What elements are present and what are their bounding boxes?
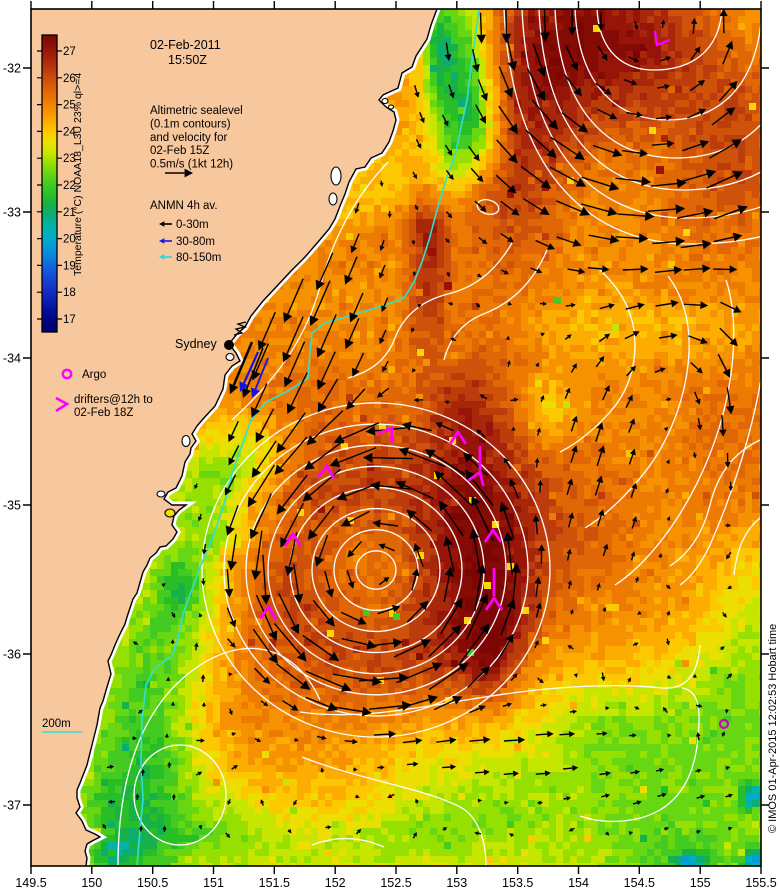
svg-text:-35: -35 <box>3 499 21 513</box>
svg-text:02-Feb 15Z: 02-Feb 15Z <box>150 145 209 157</box>
svg-text:151.5: 151.5 <box>259 876 290 890</box>
svg-text:-36: -36 <box>3 648 21 662</box>
svg-text:Argo: Argo <box>82 369 106 381</box>
svg-text:150: 150 <box>81 876 102 890</box>
svg-text:20: 20 <box>63 234 76 246</box>
svg-text:30-80m: 30-80m <box>176 236 215 248</box>
svg-text:-37: -37 <box>3 799 21 813</box>
svg-text:15:50Z: 15:50Z <box>168 53 207 67</box>
svg-text:24: 24 <box>63 126 76 138</box>
svg-text:18: 18 <box>63 287 76 299</box>
svg-text:26: 26 <box>63 73 76 85</box>
svg-text:0-30m: 0-30m <box>176 219 209 231</box>
svg-text:149.5: 149.5 <box>15 876 46 890</box>
svg-text:ANMN 4h av.: ANMN 4h av. <box>150 200 218 212</box>
svg-text:Sydney: Sydney <box>175 337 217 351</box>
svg-text:-34: -34 <box>3 352 21 366</box>
svg-text:19: 19 <box>63 260 76 272</box>
svg-text:-33: -33 <box>3 206 21 220</box>
svg-text:200m: 200m <box>42 718 71 730</box>
svg-text:0.5m/s (1kt 12h): 0.5m/s (1kt 12h) <box>150 159 233 171</box>
svg-text:21: 21 <box>63 207 76 219</box>
svg-text:02-Feb 18Z: 02-Feb 18Z <box>74 407 133 419</box>
svg-text:Temperature (°C) NOAA18_L3U 23: Temperature (°C) NOAA18_L3U 23% ql>=4 <box>72 73 84 276</box>
svg-text:27: 27 <box>63 46 76 58</box>
svg-text:154.5: 154.5 <box>624 876 655 890</box>
svg-text:155: 155 <box>690 876 711 890</box>
svg-text:80-150m: 80-150m <box>176 252 221 264</box>
svg-text:152.5: 152.5 <box>380 876 411 890</box>
svg-text:and velocity for: and velocity for <box>150 132 228 144</box>
svg-text:drifters@12h to: drifters@12h to <box>74 394 153 406</box>
svg-text:25: 25 <box>63 100 76 112</box>
svg-text:23: 23 <box>63 153 76 165</box>
svg-text:154: 154 <box>568 876 589 890</box>
svg-text:-32: -32 <box>3 62 21 76</box>
svg-text:153: 153 <box>446 876 467 890</box>
svg-text:Altimetric sealevel: Altimetric sealevel <box>150 105 243 117</box>
svg-text:151: 151 <box>203 876 224 890</box>
svg-text:152: 152 <box>325 876 346 890</box>
svg-text:155.5: 155.5 <box>745 876 776 890</box>
svg-text:02-Feb-2011: 02-Feb-2011 <box>150 38 221 52</box>
svg-text:22: 22 <box>63 180 76 192</box>
svg-text:(0.1m contours): (0.1m contours) <box>150 118 231 130</box>
svg-text:© IMOS 01-Apr-2015 12:02:53 Ho: © IMOS 01-Apr-2015 12:02:53 Hobart time <box>767 624 779 833</box>
svg-text:150.5: 150.5 <box>137 876 168 890</box>
svg-text:153.5: 153.5 <box>502 876 533 890</box>
svg-text:17: 17 <box>63 314 76 326</box>
